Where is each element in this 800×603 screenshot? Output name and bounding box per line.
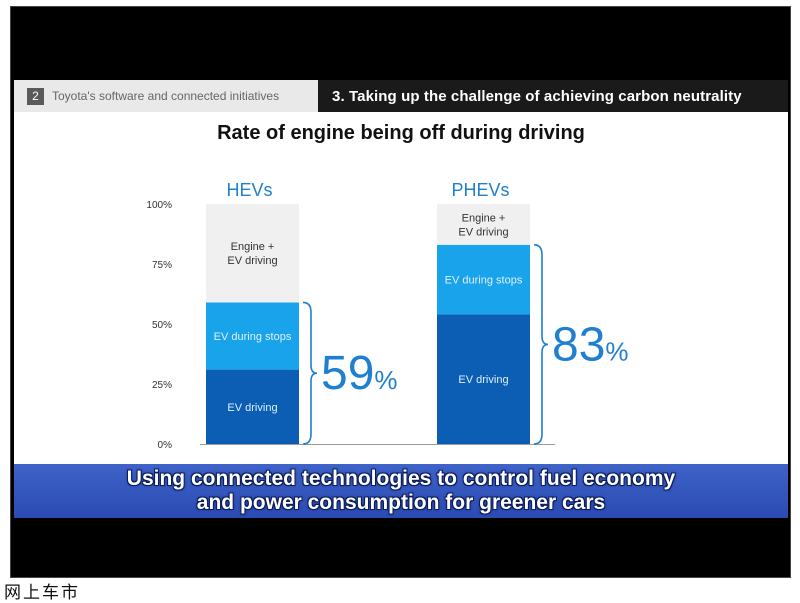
y-tick-label: 75% bbox=[152, 260, 172, 271]
subtitle-banner: Using connected technologies to control … bbox=[14, 464, 788, 518]
segment-label: Engine + EV driving bbox=[227, 241, 277, 267]
segment-label: Engine + EV driving bbox=[458, 212, 508, 238]
ev-share-brace bbox=[302, 301, 318, 445]
ev-share-value: 59% bbox=[321, 347, 398, 400]
ev-share-value: 83% bbox=[552, 318, 629, 371]
segment-label: EV driving bbox=[458, 374, 508, 386]
segment-label: EV driving bbox=[227, 402, 277, 414]
section-tab: 2 Toyota's software and connected initia… bbox=[14, 80, 318, 112]
y-tick-label: 100% bbox=[146, 200, 172, 211]
bar-segment-ev-during-stops bbox=[206, 302, 299, 370]
category-label: PHEVs bbox=[451, 180, 509, 200]
section-number: 2 bbox=[27, 87, 44, 105]
y-tick-label: 25% bbox=[152, 380, 172, 391]
bar-segment-ev-driving bbox=[437, 314, 530, 444]
bar-segment-ev-driving bbox=[206, 369, 299, 444]
y-tick-label: 0% bbox=[158, 440, 173, 451]
subtitle-text: Using connected technologies to control … bbox=[126, 467, 676, 514]
bar-segment-engine-ev-driving bbox=[206, 204, 299, 303]
y-tick-label: 50% bbox=[152, 320, 172, 331]
slide-header: 2 Toyota's software and connected initia… bbox=[14, 80, 788, 112]
section-label: Toyota's software and connected initiati… bbox=[52, 89, 280, 103]
category-label: HEVs bbox=[226, 180, 272, 200]
bar-segment-engine-ev-driving bbox=[437, 204, 530, 245]
chart-title: Rate of engine being off during driving bbox=[217, 122, 585, 144]
topic-title: 3. Taking up the challenge of achieving … bbox=[318, 80, 788, 112]
ev-share-brace bbox=[533, 244, 549, 445]
segment-label: EV during stops bbox=[214, 331, 292, 343]
bar-segment-ev-during-stops bbox=[437, 244, 530, 315]
segment-label: EV during stops bbox=[445, 275, 523, 287]
watermark-logo: 网上车市 bbox=[4, 583, 80, 603]
